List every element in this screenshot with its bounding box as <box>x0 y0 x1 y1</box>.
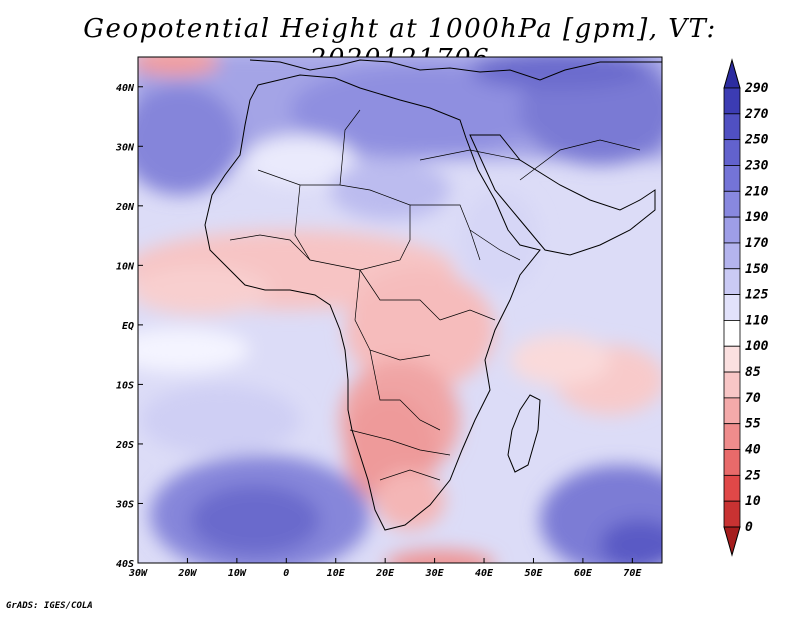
colorbar-label: 10 <box>745 494 761 509</box>
europe-coastline <box>249 59 662 81</box>
lat-tick-label: 20N <box>115 202 135 213</box>
geopotential-field <box>138 57 662 563</box>
colorbar-bottom-triangle <box>723 526 741 557</box>
colorbar-label: 230 <box>744 158 769 173</box>
lon-tick-label: 20W <box>177 568 197 579</box>
lat-tick-label: 10S <box>116 380 134 391</box>
lat-tick-label: 30N <box>115 142 135 153</box>
colorbar-swatch <box>723 165 741 192</box>
colorbar-swatch <box>723 190 741 218</box>
lon-tick-label: 10W <box>228 568 247 579</box>
lon-tick-label: 20E <box>375 568 395 579</box>
colorbar-swatch <box>723 216 741 244</box>
coastlines <box>204 59 662 531</box>
colorbar-swatch <box>723 397 741 425</box>
country-borders <box>229 109 641 481</box>
madagascar-coastline <box>507 394 541 473</box>
colorbar-label: 210 <box>744 184 769 199</box>
credit-label: GrADS: IGES/COLA <box>6 601 93 611</box>
arabia-coastline <box>469 134 656 256</box>
colorbar-swatch <box>723 474 741 502</box>
colorbar-swatch <box>723 449 741 476</box>
colorbar-label: 40 <box>745 443 761 458</box>
colorbar-swatch <box>723 371 741 399</box>
colorbar-label: 85 <box>745 365 761 380</box>
africa-coastline <box>204 74 541 531</box>
lat-tick-label: 10N <box>116 261 135 272</box>
colorbar-swatch <box>723 500 741 528</box>
lon-tick-label: 30E <box>425 568 445 579</box>
colorbar-swatch <box>723 294 741 321</box>
lon-tick-label: 10E <box>327 568 346 579</box>
lon-tick-label: 30W <box>128 568 148 579</box>
colorbar-label: 110 <box>745 313 769 328</box>
colorbar-label: 290 <box>744 81 769 96</box>
colorbar-swatch <box>723 345 741 373</box>
lon-tick-label: 50E <box>524 568 543 579</box>
lat-tick-label: 30S <box>115 499 134 510</box>
colorbar-swatch <box>723 242 741 270</box>
lon-tick-label: 60E <box>574 568 593 579</box>
colorbar-label: 125 <box>745 288 769 303</box>
lon-tick-label: 40E <box>475 568 494 579</box>
colorbar-swatch <box>723 320 741 347</box>
colorbar-label: 170 <box>745 236 769 251</box>
colorbar-label: 25 <box>744 468 761 483</box>
lat-tick-label: 40S <box>116 559 134 570</box>
colorbar-label: 55 <box>745 417 761 432</box>
colorbar-label: 70 <box>745 391 761 406</box>
lon-tick-label: 70E <box>623 568 642 579</box>
colorbar: 0 10 25 40 55 70 85 100 110 125 150 170 190 210 230 250… <box>723 58 769 557</box>
colorbar-swatch <box>723 423 741 450</box>
colorbar-label: 0 <box>745 520 753 535</box>
map-axes: 30W 20W 10W 0 10E 20E 30E 40E 50E 60E 70E 40N 30N 20N… <box>115 83 642 579</box>
colorbar-swatch <box>723 87 741 115</box>
lat-tick-label: 40N <box>116 83 135 94</box>
lat-tick-label: 20S <box>115 440 134 451</box>
lat-tick-label: EQ <box>122 321 134 332</box>
plot-frame <box>137 56 663 564</box>
lon-tick-label: 0 <box>283 568 289 579</box>
colorbar-swatch <box>723 113 741 141</box>
colorbar-label: 250 <box>744 133 769 148</box>
colorbar-swatch <box>723 139 741 166</box>
colorbar-label: 150 <box>745 262 769 277</box>
colorbar-label: 270 <box>744 107 769 122</box>
colorbar-top-triangle <box>723 58 741 89</box>
colorbar-swatch <box>723 268 741 295</box>
colorbar-label: 190 <box>745 210 769 225</box>
colorbar-label: 100 <box>745 339 769 354</box>
